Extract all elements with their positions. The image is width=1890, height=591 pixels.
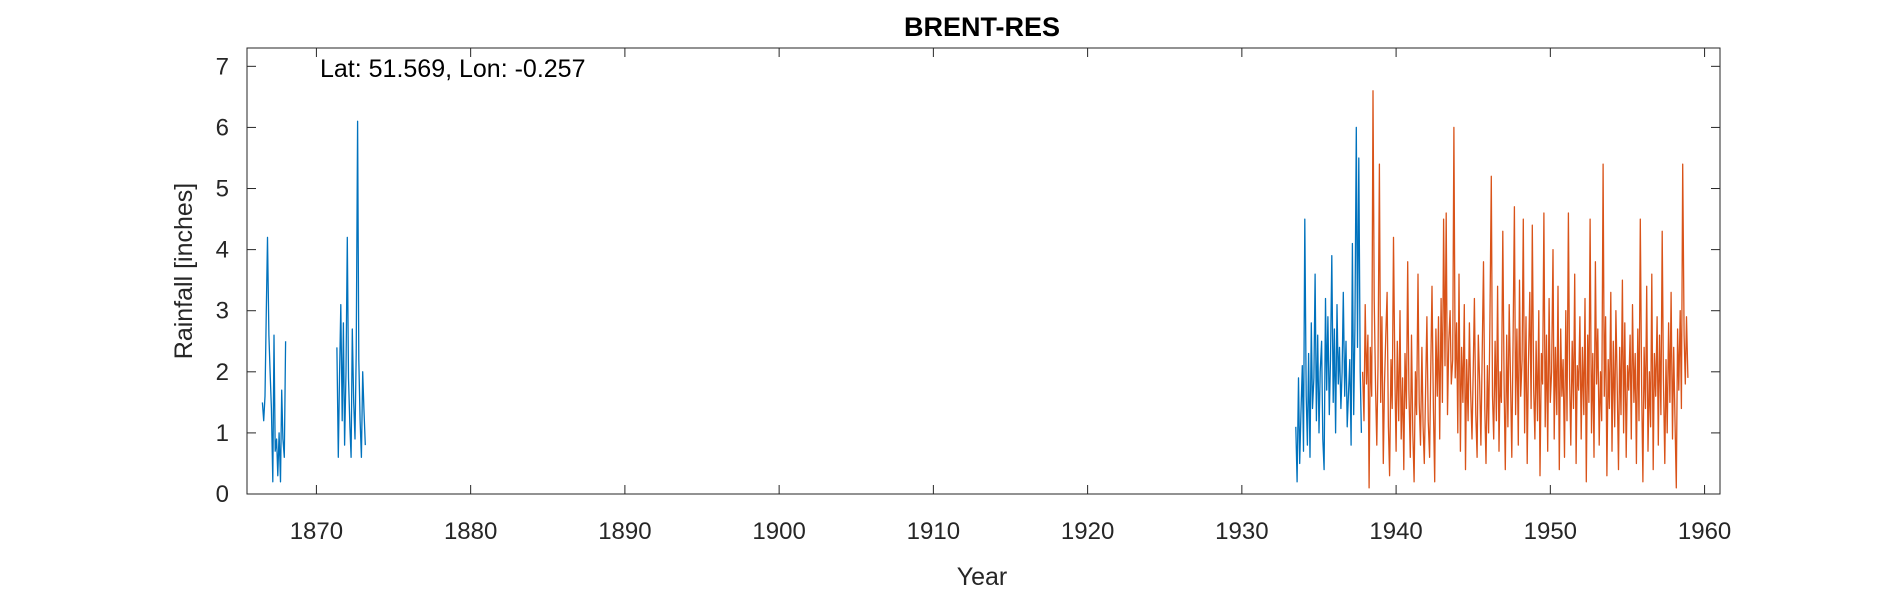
y-tick-label: 5 (216, 176, 229, 203)
y-tick-label: 2 (216, 359, 229, 386)
x-tick-label: 1940 (1369, 518, 1422, 545)
series-1-line-segment-1 (261, 236, 287, 483)
series-2-line-segment-1 (1361, 90, 1689, 489)
y-tick-label: 4 (216, 237, 229, 264)
x-tick-label: 1960 (1678, 518, 1731, 545)
y-tick-label: 1 (216, 420, 229, 447)
series-1-line-segment-2 (336, 120, 366, 458)
location-annotation: Lat: 51.569, Lon: -0.257 (320, 55, 586, 83)
axes-box (246, 47, 1721, 495)
y-tick-label: 7 (216, 53, 229, 80)
y-tick-label: 0 (216, 481, 229, 508)
chart-title: BRENT-RES (904, 12, 1060, 42)
x-tick-label: 1950 (1524, 518, 1577, 545)
y-tick-label: 3 (216, 298, 229, 325)
x-axis-label: Year (957, 563, 1008, 591)
x-tick-label: 1900 (752, 518, 805, 545)
axis-ticks: 1870 1880 1890 1900 1910 1920 1930 1940 1950 1960… (216, 48, 1731, 545)
x-tick-label: 1870 (290, 518, 343, 545)
x-tick-label: 1910 (907, 518, 960, 545)
series-1-line-segment-3 (1295, 126, 1363, 483)
y-tick-label: 6 (216, 114, 229, 141)
x-tick-label: 1930 (1215, 518, 1268, 545)
x-tick-label: 1880 (444, 518, 497, 545)
x-tick-label: 1890 (598, 518, 651, 545)
plot-area (261, 90, 1689, 489)
x-tick-label: 1920 (1061, 518, 1114, 545)
y-axis-label: Rainfall [inches] (170, 183, 198, 359)
